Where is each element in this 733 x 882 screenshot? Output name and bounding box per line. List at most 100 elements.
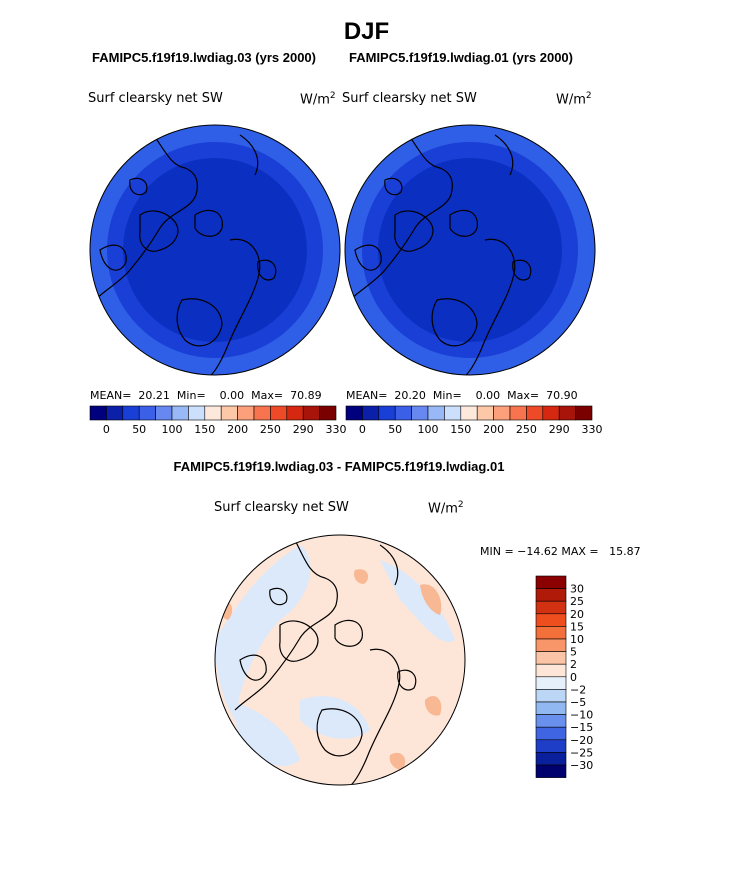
right-colorbar-swatch <box>444 405 462 421</box>
right-colorbar-swatch <box>411 405 429 421</box>
diff-map-border <box>214 534 466 786</box>
diff-colorbar-swatch <box>535 764 567 778</box>
left-colorbar-swatch <box>188 405 206 421</box>
diff-colorbar-tick-label: 20 <box>570 608 584 621</box>
diff-colorbar-tick-label: 30 <box>570 583 584 596</box>
right-map-border <box>344 124 596 376</box>
diff-warm-patch <box>420 584 442 615</box>
diff-unit-label: W/m2 <box>428 500 464 517</box>
right-colorbar-swatch <box>345 405 363 421</box>
left-colorbar-swatch <box>220 405 238 421</box>
right-colorbar-tick-label: 0 <box>359 423 366 436</box>
diff-colorbar-swatch <box>535 613 567 627</box>
diff-colorbar-tick-label: 15 <box>570 620 584 633</box>
diff-colorbar-tick-label: −5 <box>570 696 586 709</box>
diff-warm-patch <box>424 695 442 716</box>
right-colorbar-swatch <box>493 405 511 421</box>
diff-colorbar-swatch <box>535 689 567 703</box>
diff-colorbar-swatch <box>535 626 567 640</box>
diff-cool-patch <box>215 545 311 720</box>
left-colorbar-tick-label: 150 <box>194 423 215 436</box>
diff-colorbar-tick-label: −25 <box>570 746 593 759</box>
diff-colorbar-tick-label: 0 <box>570 671 577 684</box>
left-colorbar-tick-label: 200 <box>227 423 248 436</box>
diff-cool-patch <box>380 560 455 642</box>
left-colorbar-swatch <box>138 405 156 421</box>
left-colorbar-swatch <box>204 405 222 421</box>
diff-anomaly-patches <box>215 545 455 770</box>
left-colorbar-tick-label: 330 <box>326 423 347 436</box>
left-colorbar-tick-label: 250 <box>260 423 281 436</box>
diff-colorbar-tick-label: 25 <box>570 595 584 608</box>
right-colorbar-tick-label: 200 <box>483 423 504 436</box>
left-polar-map <box>89 124 341 376</box>
diff-colorbar-tick-label: −20 <box>570 734 593 747</box>
right-colorbar-swatch <box>427 405 445 421</box>
right-colorbar-swatch <box>558 405 576 421</box>
diff-colorbar-swatch <box>535 739 567 753</box>
diff-warm-patch <box>354 569 369 584</box>
left-colorbar-swatch <box>270 405 288 421</box>
left-colorbar-tick-label: 290 <box>293 423 314 436</box>
right-colorbar-swatch <box>460 405 478 421</box>
left-colorbar-swatch <box>286 405 304 421</box>
left-colorbar-swatch <box>106 405 124 421</box>
left-colorbar-tick-label: 100 <box>162 423 183 436</box>
season-title: DJF <box>343 18 390 45</box>
diff-colorbar-swatch <box>535 638 567 652</box>
right-coastlines <box>349 129 532 375</box>
right-colorbar-swatch <box>362 405 380 421</box>
diff-colorbar-swatch <box>535 714 567 728</box>
left-colorbar-swatch <box>89 405 107 421</box>
right-case-title: FAMIPC5.f19f19.lwdiag.01 (yrs 2000) <box>349 50 573 65</box>
left-map-border <box>89 124 341 376</box>
diff-colorbar-swatch <box>535 575 567 589</box>
diff-colorbar-swatch <box>535 726 567 741</box>
diff-colorbar-tick-label: −30 <box>570 759 593 772</box>
diff-coastlines <box>234 539 417 785</box>
right-colorbar-swatch <box>526 405 544 421</box>
right-colorbar-tick-label: 150 <box>450 423 471 436</box>
diff-colorbar-swatch <box>535 600 567 615</box>
left-colorbar-swatch <box>171 405 189 421</box>
right-colorbar-tick-label: 100 <box>418 423 439 436</box>
diff-title: FAMIPC5.f19f19.lwdiag.03 - FAMIPC5.f19f1… <box>173 459 505 474</box>
left-case-title: FAMIPC5.f19f19.lwdiag.03 (yrs 2000) <box>92 50 316 65</box>
left-colorbar-swatch <box>253 405 271 421</box>
diff-colorbar-tick-label: 2 <box>570 658 577 671</box>
diff-colorbar-tick-label: −10 <box>570 709 593 722</box>
diff-colorbar-swatch <box>535 752 567 766</box>
left-unit-label: W/m2 <box>300 91 336 108</box>
diff-polar-map <box>214 534 466 786</box>
diff-colorbar-swatch <box>535 701 567 715</box>
right-colorbar-swatch <box>509 405 527 421</box>
diff-colorbar-swatch <box>535 588 567 602</box>
left-colorbar-swatch <box>302 405 320 421</box>
diff-colorbar-tick-label: 10 <box>570 633 584 646</box>
diff-minmax: MIN = −14.62 MAX = 15.87 <box>480 545 641 558</box>
right-colorbar-tick-label: 330 <box>582 423 603 436</box>
left-map-core <box>123 158 307 342</box>
diff-colorbar-swatch <box>535 676 567 690</box>
left-variable-label: Surf clearsky net SW <box>88 91 223 106</box>
diff-colorbar-swatch <box>535 651 567 665</box>
right-colorbar-tick-label: 250 <box>516 423 537 436</box>
left-colorbar: 0 50 100 150 200 250 290 330 <box>89 405 347 436</box>
left-coastlines <box>94 129 277 375</box>
right-colorbar: 0 50 100 150 200 250 290 330 <box>345 405 603 436</box>
right-colorbar-swatch <box>394 405 412 421</box>
left-colorbar-swatch <box>122 405 140 421</box>
right-unit-label: W/m2 <box>556 91 592 108</box>
diff-warm-patch <box>389 752 406 770</box>
diff-colorbar-tick-label: −15 <box>570 721 593 734</box>
right-map-core <box>378 158 562 342</box>
diff-colorbar-tick-label: −2 <box>570 683 586 696</box>
diff-cool-patch <box>230 700 300 767</box>
right-colorbar-tick-label: 290 <box>549 423 570 436</box>
right-polar-map <box>344 124 596 376</box>
left-colorbar-swatch <box>319 405 337 421</box>
left-stats: MEAN= 20.21 Min= 0.00 Max= 70.89 <box>90 389 322 402</box>
right-colorbar-tick-label: 50 <box>388 423 402 436</box>
left-colorbar-swatch <box>237 405 255 421</box>
right-variable-label: Surf clearsky net SW <box>342 91 477 106</box>
